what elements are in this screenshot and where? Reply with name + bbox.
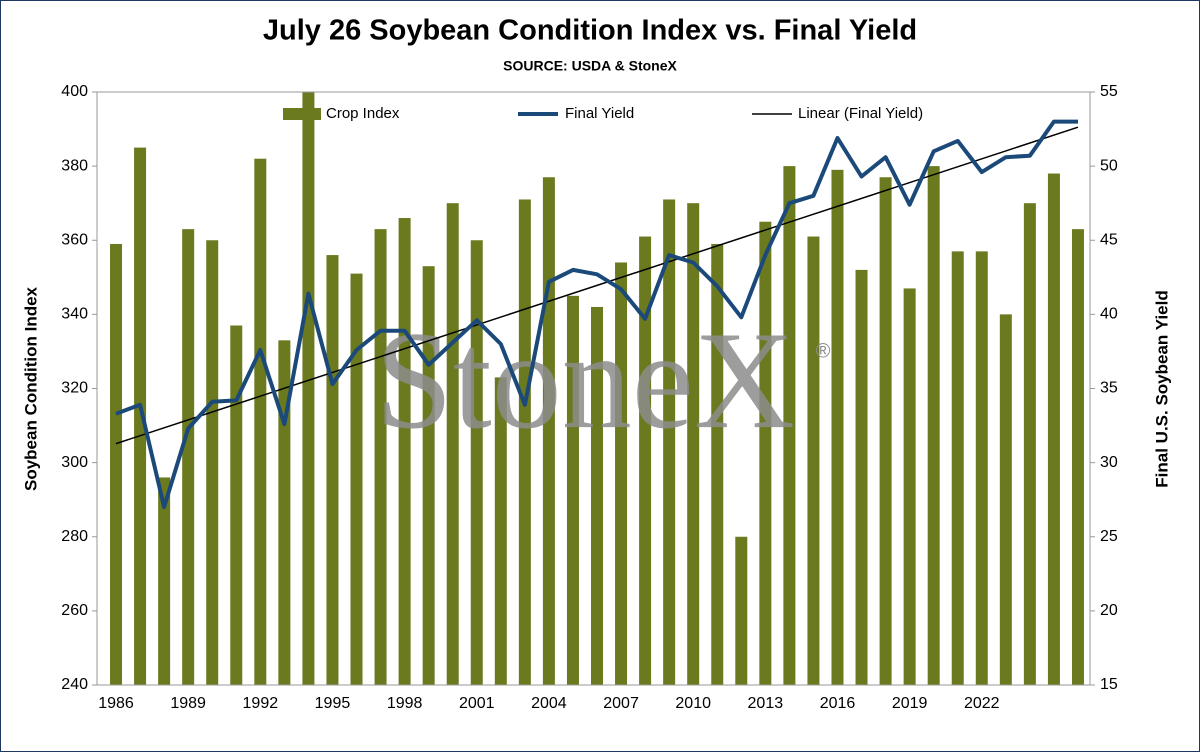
bar [879, 177, 892, 685]
y2-tick-label: 55 [1100, 83, 1118, 100]
bar [615, 262, 628, 685]
bar [975, 251, 988, 685]
bar [951, 251, 964, 685]
x-tick-label: 1995 [315, 695, 351, 712]
bar [1071, 229, 1084, 685]
chart-title: July 26 Soybean Condition Index vs. Fina… [263, 15, 917, 47]
bar [783, 166, 796, 685]
bar [735, 536, 748, 685]
bar [663, 199, 676, 685]
x-tick-label: 2007 [603, 695, 639, 712]
bar [639, 236, 652, 685]
y-tick-label: 340 [61, 306, 88, 323]
bar [374, 229, 387, 685]
bar [591, 306, 603, 685]
bar [278, 340, 291, 685]
y2-tick-label: 35 [1100, 380, 1118, 397]
y2-tick-label: 25 [1100, 528, 1118, 545]
x-tick-label: 2013 [748, 695, 784, 712]
bar [470, 240, 483, 685]
legend-label: Linear (Final Yield) [798, 105, 923, 122]
bar [566, 295, 579, 685]
legend-label: Final Yield [565, 105, 634, 122]
y-tick-label: 360 [61, 231, 88, 248]
bar [182, 229, 195, 685]
x-tick-label: 1989 [170, 695, 206, 712]
y-tick-label: 280 [61, 528, 88, 545]
bar [158, 477, 171, 685]
bar [1047, 173, 1060, 685]
bar [711, 243, 724, 686]
y2-tick-label: 30 [1100, 454, 1118, 471]
x-tick-label: 2004 [531, 695, 567, 712]
bar [302, 92, 315, 685]
y2-tick-label: 45 [1100, 231, 1118, 248]
bar [206, 240, 219, 685]
bar [759, 221, 772, 685]
bar [518, 199, 531, 685]
line-series [115, 119, 1078, 510]
x-tick-label: 1998 [387, 695, 423, 712]
y-tick-label: 380 [61, 157, 88, 174]
y2-tick-label: 50 [1100, 157, 1118, 174]
legend-swatch [283, 108, 321, 120]
bar [855, 269, 868, 685]
x-tick-label: 1986 [98, 695, 134, 712]
bar [807, 236, 820, 685]
y-tick-label: 300 [61, 454, 88, 471]
bar [1023, 203, 1036, 685]
watermark-reg: ® [816, 340, 831, 362]
bar [687, 203, 700, 685]
y2-tick-label: 15 [1100, 676, 1118, 693]
x-tick-label: 2019 [892, 695, 928, 712]
bar [110, 243, 123, 686]
y2-tick-label: 20 [1100, 602, 1118, 619]
y-tick-label: 400 [61, 83, 88, 100]
bar [422, 266, 435, 685]
bar [446, 203, 459, 685]
bar [494, 377, 507, 685]
x-tick-label: 2010 [675, 695, 711, 712]
bar [927, 166, 940, 685]
bar [350, 273, 363, 685]
y-axis-title: Soybean Condition Index [21, 286, 40, 491]
y2-tick-label: 40 [1100, 306, 1118, 323]
y-tick-label: 260 [61, 602, 88, 619]
watermark-text: StoneX [375, 303, 795, 458]
bar [326, 255, 339, 685]
y2-axis-title: Final U.S. Soybean Yield [1152, 290, 1171, 487]
chart-subtitle: SOURCE: USDA & StoneX [503, 58, 677, 74]
x-tick-label: 1992 [243, 695, 279, 712]
bar [254, 158, 267, 685]
legend-label: Crop Index [326, 105, 400, 122]
trendline [115, 126, 1079, 445]
bar [230, 325, 243, 685]
bar [903, 288, 916, 685]
y-tick-label: 240 [61, 676, 88, 693]
bar [831, 169, 844, 686]
watermark: StoneX ® [375, 303, 831, 458]
x-tick-label: 2016 [820, 695, 856, 712]
bar [999, 314, 1012, 685]
x-tick-label: 2022 [964, 695, 1000, 712]
x-tick-label: 2001 [459, 695, 495, 712]
y-tick-label: 320 [61, 380, 88, 397]
bar [134, 147, 147, 685]
